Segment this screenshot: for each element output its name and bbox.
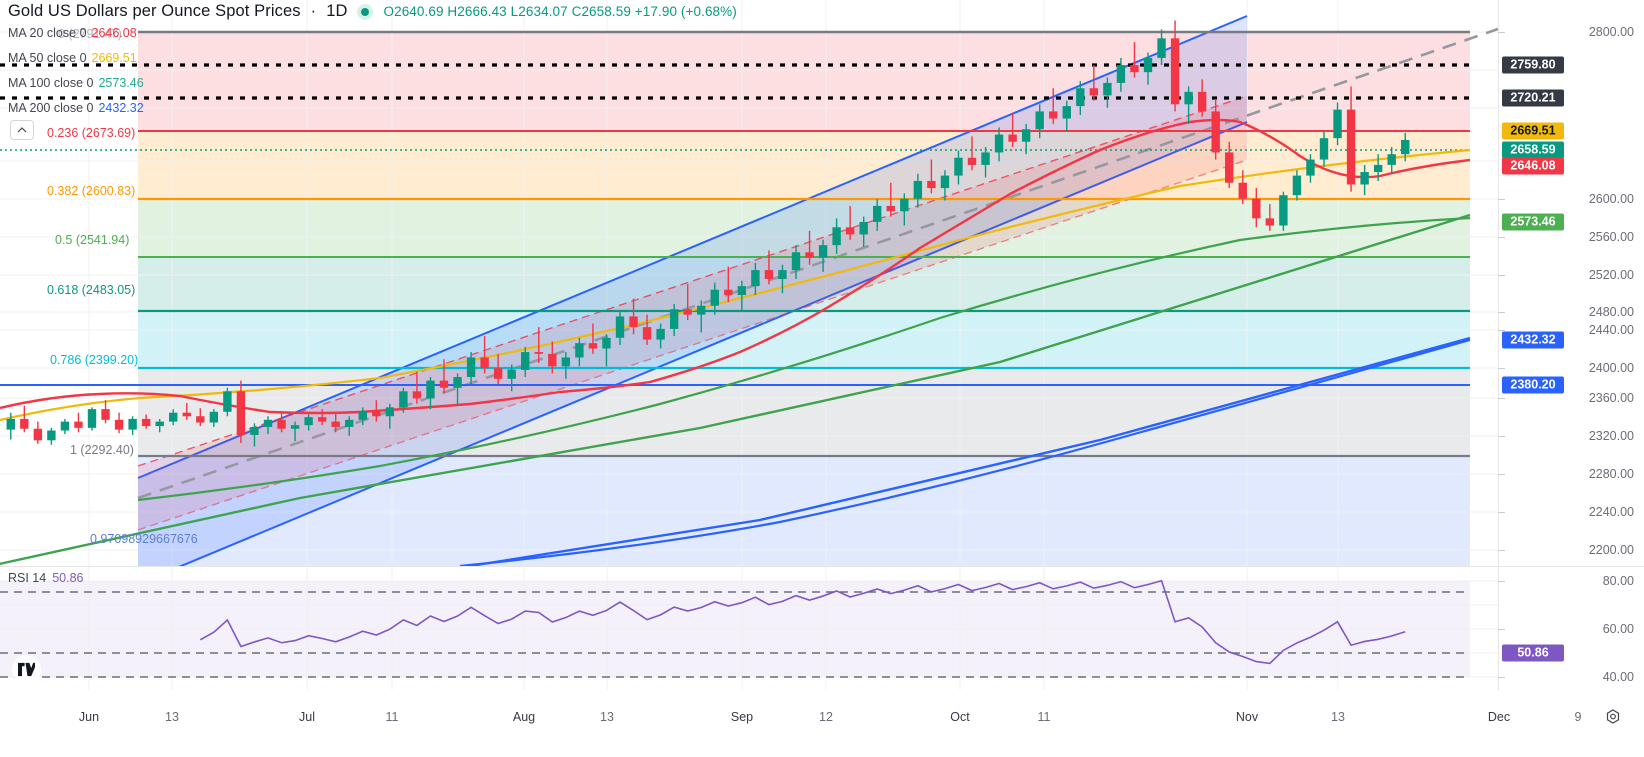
tradingview-logo-icon[interactable] (12, 655, 41, 684)
rsi-tick-1: 60.00 (1602, 622, 1634, 636)
time-tick-13-11: 13 (1331, 710, 1345, 724)
rsi-tick-2: 40.00 (1602, 670, 1634, 684)
price-tick-line-6 (1498, 312, 1505, 313)
fib-label-5: 0.786 (2399.20) (50, 353, 139, 367)
time-scale[interactable]: Jun 13 Jul 11 Aug 13 Sep 12 Oct 11 Nov 13 Dec 9 (0, 690, 1644, 757)
price-tick-13: 2200.00 (1588, 543, 1634, 557)
tv-logo-glyph (18, 662, 35, 677)
time-tick-Dec-12: Dec (1487, 710, 1511, 724)
collapse-legend-button[interactable] (10, 120, 34, 140)
price-tick-8: 2400.00 (1588, 361, 1634, 375)
price-tick-3: 2600.00 (1588, 192, 1634, 206)
rsi-legend[interactable]: RSI 14 50.86 (8, 571, 84, 585)
price-tick-10: 2320.00 (1588, 429, 1634, 443)
fib-label-1: 0.236 (2673.69) (47, 126, 136, 140)
fib-level-lines (138, 30, 1470, 458)
price-tick-9: 2360.00 (1588, 391, 1634, 405)
price-badge-2658.59[interactable]: 2658.59 (1502, 141, 1564, 159)
time-tick-Sep-6: Sep (730, 710, 754, 724)
price-badge-2759.80[interactable]: 2759.80 (1502, 56, 1564, 74)
price-tick-12: 2240.00 (1588, 505, 1634, 519)
fib-label-6: 1 (2292.40) (70, 443, 134, 457)
price-tick-5: 2520.00 (1588, 268, 1634, 282)
price-tick-6: 2480.00 (1588, 305, 1634, 319)
price-badge-2380.20[interactable]: 2380.20 (1502, 376, 1564, 394)
time-tick-11-9: 11 (1037, 710, 1051, 724)
time-tick-12-7: 12 (819, 710, 833, 724)
price-badge-2720.21[interactable]: 2720.21 (1502, 89, 1564, 107)
trendline-green (0, 213, 1471, 566)
time-tick-11-3: 11 (385, 710, 399, 724)
time-tick-Jul-2: Jul (299, 710, 315, 724)
rsi-tick-line-0 (1498, 581, 1505, 582)
rsi-tick-0: 80.00 (1602, 574, 1634, 588)
time-tick-13-1: 13 (165, 710, 179, 724)
price-scale-divider (1498, 0, 1499, 566)
price-badge-2432.32[interactable]: 2432.32 (1502, 331, 1564, 349)
price-tick-line-5 (1498, 275, 1505, 276)
time-tick-Oct-8: Oct (950, 710, 970, 724)
ma20-line (0, 118, 1471, 415)
pane-divider[interactable] (0, 566, 1644, 567)
ma100-line (137, 216, 1471, 502)
rsi-legend-value: 50.86 (52, 571, 84, 585)
fib-label-2: 0.382 (2600.83) (47, 184, 136, 198)
fib-label-4: 0.618 (2483.05) (47, 283, 136, 297)
price-chart-pane[interactable]: Gold US Dollars per Ounce Spot Prices · … (0, 0, 1498, 566)
price-tick-line-9 (1498, 398, 1505, 399)
trendline-blue-lower (469, 336, 1471, 566)
rsi-value-badge[interactable]: 50.86 (1502, 644, 1564, 662)
price-tick-line-4 (1498, 237, 1505, 238)
rsi-legend-label: RSI 14 (8, 571, 47, 585)
price-tick-line-7 (1498, 330, 1505, 331)
rsi-canvas (0, 567, 1498, 690)
time-tick-Jun-0: Jun (78, 710, 100, 724)
gear-icon (1606, 709, 1620, 724)
rsi-time-gridlines (88, 567, 1339, 690)
regression-channel-red[interactable] (137, 27, 1498, 531)
time-tick-9-13: 9 (1574, 710, 1582, 724)
price-tick-line-10 (1498, 436, 1505, 437)
price-chart-canvas (0, 0, 1498, 566)
chart-settings-icon[interactable] (1604, 709, 1622, 727)
time-tick-13-5: 13 (600, 710, 614, 724)
price-tick-line-0 (1498, 32, 1505, 33)
price-tick-line-3 (1498, 199, 1505, 200)
time-gridlines (88, 0, 1339, 566)
price-tick-line-8 (1498, 368, 1505, 369)
rsi-scale-divider (1498, 567, 1499, 690)
fib-label-0: 0 (2791.47) (58, 27, 122, 41)
rsi-tick-line-2 (1498, 677, 1505, 678)
price-tick-line-13 (1498, 550, 1505, 551)
price-tick-0: 2800.00 (1588, 25, 1634, 39)
price-tick-4: 2560.00 (1588, 230, 1634, 244)
price-badge-2669.51[interactable]: 2669.51 (1502, 122, 1564, 140)
time-tick-Nov-10: Nov (1235, 710, 1259, 724)
price-scale[interactable]: 2800.00 2600.00 2560.00 2520.00 2480.00 2440.… (1498, 0, 1644, 566)
price-tick-11: 2280.00 (1588, 467, 1634, 481)
fib-label-7: 0.97098929667676 (90, 532, 198, 546)
price-badge-2646.08[interactable]: 2646.08 (1502, 157, 1564, 175)
rsi-tick-line-1 (1498, 629, 1505, 630)
candlestick-series[interactable] (6, 20, 1410, 447)
ma200-line (459, 338, 1471, 566)
price-tick-line-11 (1498, 474, 1505, 475)
price-badge-2573.46[interactable]: 2573.46 (1502, 213, 1564, 231)
rsi-line (199, 579, 1406, 665)
price-tick-7: 2440.00 (1588, 323, 1634, 337)
horizontal-target-lines (0, 63, 1470, 386)
rsi-scale[interactable]: 80.00 60.00 40.00 50.86 (1498, 567, 1644, 690)
chevron-up-icon (17, 127, 27, 133)
rsi-pane[interactable] (0, 567, 1498, 690)
time-tick-Aug-4: Aug (512, 710, 536, 724)
fib-label-3: 0.5 (2541.94) (55, 233, 130, 247)
price-tick-line-12 (1498, 512, 1505, 513)
